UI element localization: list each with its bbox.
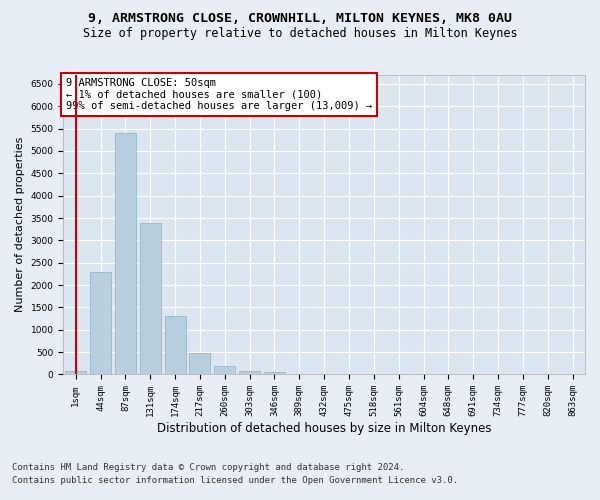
Bar	[115, 133, 136, 374]
Bar	[65, 371, 86, 374]
Text: Size of property relative to detached houses in Milton Keynes: Size of property relative to detached ho…	[83, 28, 517, 40]
Text: 9, ARMSTRONG CLOSE, CROWNHILL, MILTON KEYNES, MK8 0AU: 9, ARMSTRONG CLOSE, CROWNHILL, MILTON KE…	[88, 12, 512, 26]
Bar	[190, 354, 211, 374]
Text: Contains HM Land Registry data © Crown copyright and database right 2024.: Contains HM Land Registry data © Crown c…	[12, 464, 404, 472]
Bar	[214, 366, 235, 374]
Y-axis label: Number of detached properties: Number of detached properties	[15, 137, 25, 312]
Bar	[90, 272, 111, 374]
Text: Contains public sector information licensed under the Open Government Licence v3: Contains public sector information licen…	[12, 476, 458, 485]
Text: 9 ARMSTRONG CLOSE: 50sqm
← 1% of detached houses are smaller (100)
99% of semi-d: 9 ARMSTRONG CLOSE: 50sqm ← 1% of detache…	[66, 78, 372, 111]
X-axis label: Distribution of detached houses by size in Milton Keynes: Distribution of detached houses by size …	[157, 422, 491, 435]
Bar	[164, 316, 185, 374]
Bar	[264, 372, 285, 374]
Bar	[239, 371, 260, 374]
Bar	[140, 224, 161, 374]
